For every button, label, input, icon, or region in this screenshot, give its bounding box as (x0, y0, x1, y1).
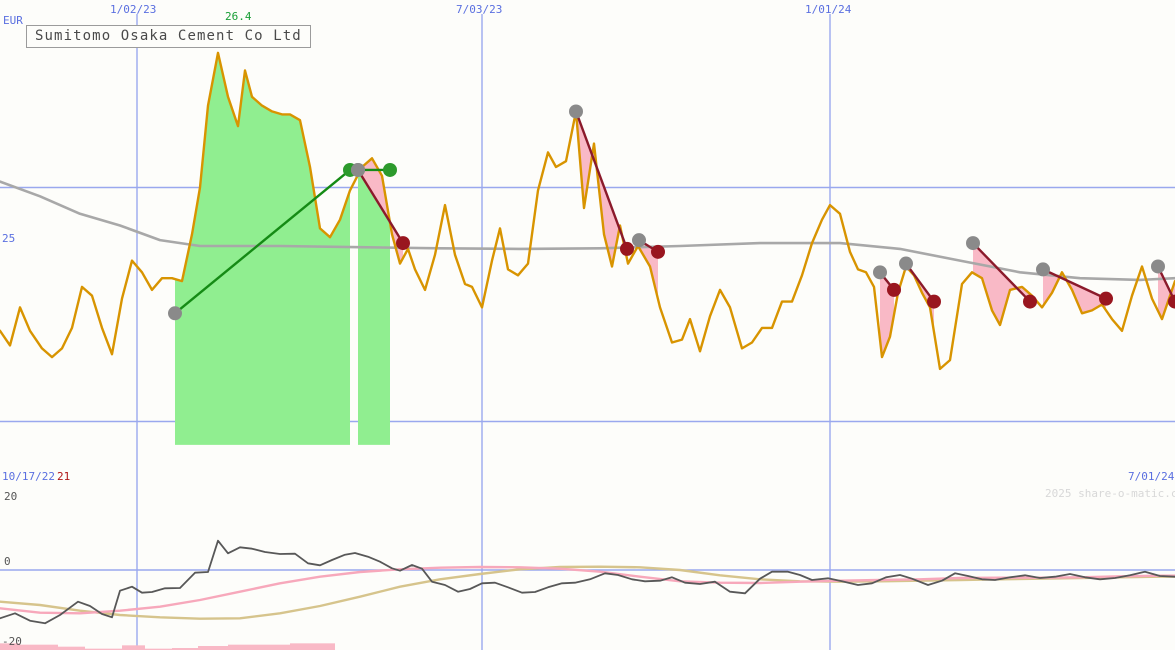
last-value-label: 26.4 (225, 10, 252, 23)
downtrend-end-marker[interactable] (1099, 291, 1113, 306)
trend-start-marker[interactable] (966, 236, 980, 251)
watermark: 2025 share-o-matic.com (1045, 487, 1175, 500)
trend-start-marker[interactable] (1151, 259, 1165, 274)
indicator-histogram-bar (145, 648, 172, 650)
trend-start-marker[interactable] (351, 162, 365, 177)
downtrend-line (1042, 268, 1107, 300)
indicator-tick-20: 20 (4, 490, 18, 503)
date-tick-3: 1/01/24 (805, 3, 852, 16)
date-tick-2: 7/03/23 (456, 3, 503, 16)
indicator-histogram-bar (0, 643, 20, 650)
indicator-histogram-bar (122, 645, 145, 650)
downtrend-end-marker[interactable] (927, 294, 941, 309)
indicator-tick-0: 0 (4, 555, 11, 568)
trend-start-marker[interactable] (569, 104, 583, 119)
moving-average-line (0, 180, 1175, 282)
price-tick-21: 21 (57, 470, 71, 483)
downtrend-zone (1043, 269, 1106, 314)
downtrend-end-marker[interactable] (1023, 294, 1037, 309)
downtrend-end-marker[interactable] (396, 236, 410, 251)
indicator-histogram-bar (20, 644, 58, 650)
indicator-histogram-bar (58, 646, 85, 650)
price-line (0, 51, 1175, 371)
uptrend-zone (358, 158, 390, 445)
downtrend-line (574, 111, 629, 250)
trend-start-marker[interactable] (1036, 262, 1050, 277)
price-tick-25: 25 (2, 232, 16, 245)
downtrend-end-marker[interactable] (887, 282, 901, 297)
downtrend-line (972, 242, 1031, 303)
indicator-histogram-bar (198, 646, 228, 650)
indicator-histogram-bar (172, 648, 198, 650)
indicator-histogram-bar (85, 648, 122, 650)
uptrend-line (174, 169, 351, 315)
downtrend-zone (358, 158, 403, 264)
trend-start-marker[interactable] (873, 265, 887, 280)
date-tick-1: 1/02/23 (110, 3, 157, 16)
indicator-macd-line (0, 539, 1175, 625)
downtrend-line (905, 262, 935, 303)
trend-start-marker[interactable] (632, 233, 646, 248)
indicator-histogram-bar (228, 644, 290, 650)
indicator-signal-line (0, 565, 1175, 615)
downtrend-line (356, 169, 405, 244)
trend-start-marker[interactable] (168, 306, 182, 321)
currency-label: EUR (3, 14, 23, 27)
page-title: Sumitomo Osaka Cement Co Ltd (26, 25, 311, 48)
downtrend-end-marker[interactable] (620, 241, 634, 256)
uptrend-end-marker[interactable] (383, 162, 397, 177)
indicator-histogram-bar (290, 643, 335, 650)
downtrend-zone (973, 243, 1030, 325)
trend-start-marker[interactable] (899, 256, 913, 271)
downtrend-end-marker[interactable] (1168, 294, 1175, 309)
downtrend-end-marker[interactable] (651, 244, 665, 259)
downtrend-zone (576, 111, 627, 267)
bottom-left-date: 10/17/22 (2, 470, 55, 483)
bottom-right-date: 7/01/24 (1128, 470, 1175, 483)
indicator-tick-neg20: -20 (2, 635, 22, 648)
